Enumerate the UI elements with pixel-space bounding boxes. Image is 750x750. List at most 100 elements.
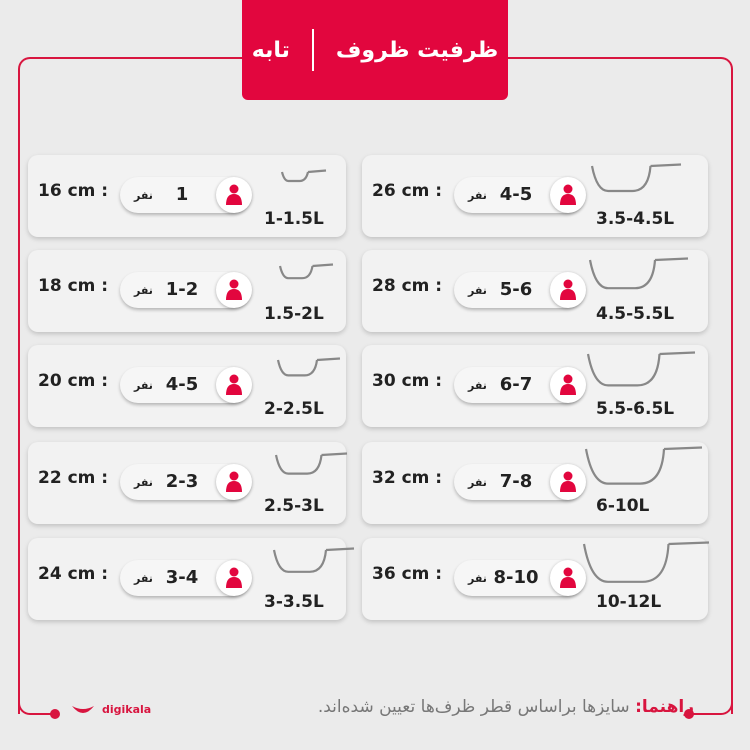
person-badge	[550, 560, 586, 596]
people-pill: نفر 3-4	[120, 560, 252, 596]
person-badge	[216, 560, 252, 596]
pan-illustration	[584, 446, 706, 492]
pan-diameter: 26 cm :	[372, 181, 443, 201]
pan-diameter: 32 cm :	[372, 468, 443, 488]
digikala-logo: digikala	[70, 703, 151, 716]
people-unit: نفر	[468, 379, 487, 392]
pan-size-card: 26 cm : نفر 4-5 3.5-4.5L	[362, 155, 708, 237]
guide-label: راهنما:	[635, 697, 694, 717]
person-icon	[560, 279, 576, 300]
pan-size-card: 30 cm : نفر 6-7 5.5-6.5L	[362, 345, 708, 427]
people-count: 1	[175, 184, 189, 205]
pan-capacity: 2.5-3L	[264, 496, 324, 516]
people-pill: نفر 4-5	[454, 177, 586, 213]
pan-size-card: 22 cm : نفر 2-3 2.5-3L	[28, 442, 348, 524]
pan-diameter: 28 cm :	[372, 276, 443, 296]
people-count: 8-10	[493, 567, 539, 588]
header-subtitle: تابه	[251, 37, 290, 63]
people-pill: نفر 5-6	[454, 272, 586, 308]
people-unit: نفر	[134, 379, 153, 392]
frying-pan-icon	[278, 263, 334, 280]
person-badge	[216, 367, 252, 403]
people-count: 7-8	[499, 471, 533, 492]
pan-size-card: 28 cm : نفر 5-6 4.5-5.5L	[362, 250, 708, 332]
pan-diameter: 22 cm :	[38, 468, 109, 488]
people-count: 4-5	[499, 184, 533, 205]
pan-illustration	[276, 356, 344, 383]
pan-illustration	[278, 263, 337, 286]
people-pill: نفر 7-8	[454, 464, 586, 500]
people-pill: نفر 6-7	[454, 367, 586, 403]
frying-pan-icon	[274, 452, 348, 476]
pan-capacity: 5.5-6.5L	[596, 399, 675, 419]
people-pill: نفر 1-2	[120, 272, 252, 308]
people-count: 6-7	[499, 374, 533, 395]
frying-pan-icon	[586, 350, 696, 387]
pan-diameter: 20 cm :	[38, 371, 109, 391]
people-pill: نفر 8-10	[454, 560, 586, 596]
frying-pan-icon	[276, 356, 341, 377]
person-badge	[216, 272, 252, 308]
pan-size-card: 20 cm : نفر 4-5 2-2.5L	[28, 345, 346, 427]
person-icon	[560, 184, 576, 205]
frame-dot	[684, 709, 694, 719]
people-unit: نفر	[468, 189, 487, 202]
person-icon	[226, 279, 242, 300]
person-badge	[550, 272, 586, 308]
frame-bottom-left	[32, 713, 56, 715]
people-unit: نفر	[134, 189, 153, 202]
person-icon	[226, 374, 242, 395]
person-badge	[216, 177, 252, 213]
frame-bottom-right	[690, 713, 720, 715]
guide-text: سایزها براساس قطر ظرف‌ها تعیین شده‌اند.	[317, 697, 636, 717]
pan-size-card: 32 cm : نفر 7-8 6-10L	[362, 442, 708, 524]
pan-diameter: 30 cm :	[372, 371, 443, 391]
frying-pan-icon	[590, 163, 682, 193]
header-divider	[311, 29, 314, 71]
pan-illustration	[274, 452, 351, 482]
pan-diameter: 16 cm :	[38, 181, 109, 201]
pan-size-card: 24 cm : نفر 3-4 3-3.5L	[28, 538, 355, 620]
people-unit: نفر	[468, 572, 487, 585]
pan-size-card: 36 cm : نفر 8-10 10-12L	[362, 538, 710, 620]
frying-pan-icon	[584, 446, 703, 486]
pan-capacity: 3.5-4.5L	[596, 209, 675, 229]
people-unit: نفر	[134, 572, 153, 585]
people-count: 2-3	[165, 471, 199, 492]
people-unit: نفر	[134, 284, 153, 297]
pan-capacity: 1-1.5L	[264, 209, 324, 229]
people-pill: نفر 4-5	[120, 367, 252, 403]
pan-capacity: 3-3.5L	[264, 592, 324, 612]
frying-pan-icon	[582, 541, 710, 584]
person-badge	[550, 464, 586, 500]
people-count: 3-4	[165, 567, 199, 588]
pan-diameter: 36 cm :	[372, 564, 443, 584]
people-count: 4-5	[165, 374, 199, 395]
pan-capacity: 10-12L	[596, 592, 662, 612]
person-badge	[216, 464, 252, 500]
pan-capacity: 4.5-5.5L	[596, 304, 675, 324]
frying-pan-icon	[272, 547, 355, 574]
pan-illustration	[582, 541, 713, 590]
digikala-smile-icon	[72, 705, 94, 713]
pan-diameter: 18 cm :	[38, 276, 109, 296]
pan-size-card: 18 cm : نفر 1-2 1.5-2L	[28, 250, 346, 332]
people-pill: نفر 1	[120, 177, 252, 213]
header-title: ظرفیت ظروف	[335, 37, 499, 63]
frying-pan-icon	[588, 257, 689, 290]
pan-capacity: 6-10L	[596, 496, 650, 516]
frying-pan-icon	[280, 169, 327, 183]
people-unit: نفر	[468, 284, 487, 297]
person-icon	[560, 471, 576, 492]
person-badge	[550, 367, 586, 403]
frame-dot	[50, 709, 60, 719]
pan-illustration	[272, 547, 358, 580]
people-unit: نفر	[468, 476, 487, 489]
pan-diameter: 24 cm :	[38, 564, 109, 584]
footer-guide: راهنما: سایزها براساس قطر ظرف‌ها تعیین ش…	[318, 697, 694, 717]
pan-illustration	[590, 163, 685, 199]
person-icon	[226, 184, 242, 205]
frame-corner	[18, 700, 32, 715]
people-count: 5-6	[499, 279, 533, 300]
pan-capacity: 1.5-2L	[264, 304, 324, 324]
